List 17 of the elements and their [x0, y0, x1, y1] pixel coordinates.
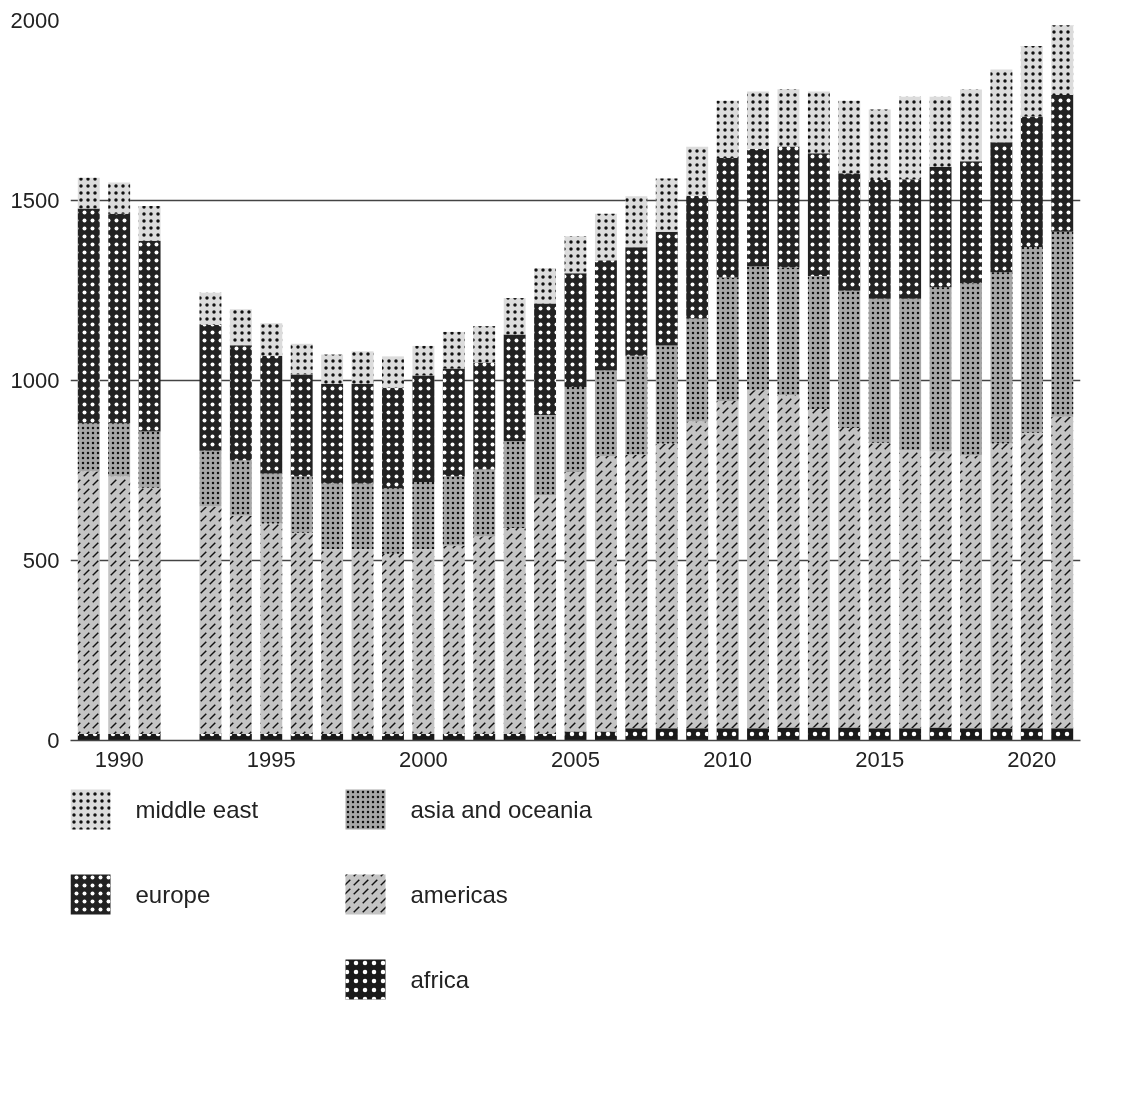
x-tick-label: 1995	[246, 746, 296, 772]
x-tick-label: 2020	[1007, 746, 1057, 772]
legend-label: middle east	[135, 796, 259, 823]
legend-label: europe	[135, 881, 211, 908]
x-tick-label: 2015	[855, 746, 905, 772]
x-tick-label: 2000	[398, 746, 448, 772]
legend-label: africa	[410, 966, 470, 993]
x-tick-label: 2005	[551, 746, 600, 772]
y-tick-label: 2000	[10, 8, 60, 33]
y-tick-label: 500	[22, 548, 60, 573]
legend-label: asia and oceania	[410, 796, 593, 823]
x-tick-label: 1990	[94, 746, 144, 772]
y-tick-label: 1500	[10, 188, 60, 213]
y-tick-label: 1000	[10, 368, 60, 393]
legend-label: americas	[410, 881, 508, 908]
x-tick-label: 2010	[703, 746, 753, 772]
y-tick-label: 0	[47, 728, 60, 753]
